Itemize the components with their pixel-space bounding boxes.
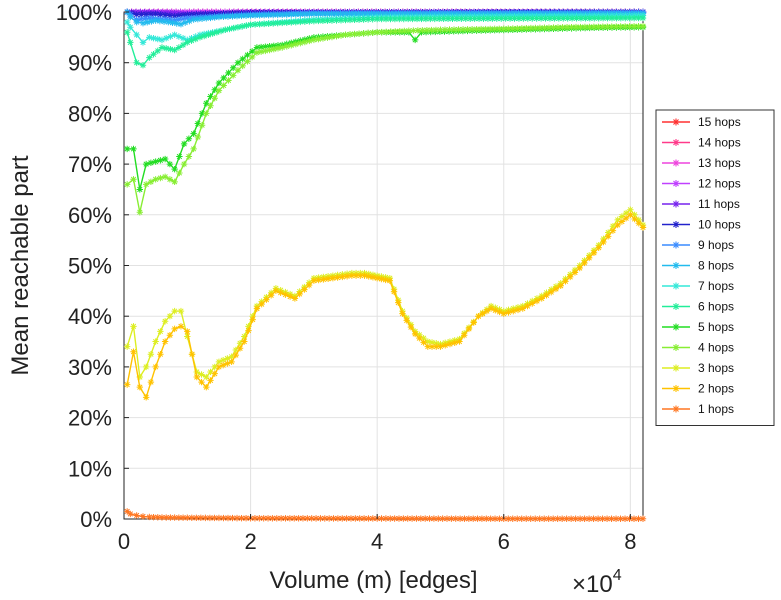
legend-item: 6 hops	[662, 300, 734, 314]
legend-label: 5 hops	[698, 320, 734, 334]
legend-item: 10 hops	[662, 218, 741, 232]
legend-label: 9 hops	[698, 238, 734, 252]
legend-label: 4 hops	[698, 341, 734, 355]
legend-label: 1 hops	[698, 402, 734, 416]
legend-item: 7 hops	[662, 279, 734, 293]
legend-item: 8 hops	[662, 259, 734, 273]
legend-label: 12 hops	[698, 177, 741, 191]
legend-item: 4 hops	[662, 341, 734, 355]
legend-label: 7 hops	[698, 279, 734, 293]
y-tick-label: 10%	[68, 456, 112, 481]
legend-label: 11 hops	[698, 197, 740, 211]
legend-label: 2 hops	[698, 382, 734, 396]
legend-item: 9 hops	[662, 238, 734, 252]
legend-item: 15 hops	[662, 115, 741, 129]
series-1-hops	[123, 508, 647, 522]
legend-marker	[672, 221, 680, 228]
axes: 0% 10% 20% 30% 40% 50% 60% 70% 80% 90% 100% 0 2 4 6 8	[56, 0, 637, 554]
legend-label: 10 hops	[698, 218, 741, 232]
y-tick-label: 70%	[68, 152, 112, 177]
legend-marker	[672, 323, 680, 331]
series-4-hops	[123, 22, 647, 216]
legend-label: 3 hops	[698, 361, 734, 375]
legend-item: 14 hops	[662, 136, 741, 150]
x-tick-label: 8	[624, 529, 636, 554]
legend-item: 1 hops	[662, 402, 734, 416]
x-tick-label: 0	[118, 529, 130, 554]
series-2-hops	[123, 211, 647, 401]
legend-item: 5 hops	[662, 320, 734, 334]
legend-marker	[672, 385, 680, 392]
x-tick-label: 6	[498, 529, 510, 554]
legend-marker	[672, 200, 680, 208]
y-axis-title: Mean reachable part	[7, 155, 34, 375]
y-tick-label: 30%	[68, 355, 112, 380]
series-line-4-hops	[126, 25, 644, 213]
legend-label: 13 hops	[698, 156, 741, 170]
x-tick-label: 2	[244, 529, 256, 554]
series-markers-3-hops	[123, 206, 647, 381]
legend-item: 3 hops	[662, 361, 734, 375]
legend-item: 12 hops	[662, 177, 741, 191]
legend-marker	[672, 262, 680, 269]
grid	[123, 11, 643, 520]
series-markers-5-hops	[123, 24, 647, 193]
legend-label: 15 hops	[698, 115, 741, 129]
legend-marker	[672, 364, 680, 372]
legend-marker	[672, 118, 680, 126]
legend-label: 8 hops	[698, 259, 734, 273]
legend-item: 13 hops	[662, 156, 741, 170]
series-line-5-hops	[127, 26, 644, 190]
series-markers-4-hops	[123, 22, 647, 216]
x-tick-label: 4	[371, 529, 383, 554]
x-axis-multiplier-base: ×10	[572, 571, 613, 598]
series-6-hops	[123, 14, 647, 69]
y-tick-label: 100%	[56, 0, 112, 25]
y-tick-label: 20%	[68, 406, 112, 431]
y-tick-label: 0%	[80, 507, 112, 532]
series-markers-2-hops	[123, 211, 647, 401]
series-3-hops	[123, 206, 647, 381]
legend-marker	[672, 139, 680, 146]
legend-item: 11 hops	[662, 197, 740, 211]
y-tick-label: 50%	[68, 254, 112, 279]
legend-label: 6 hops	[698, 300, 734, 314]
legend-item: 2 hops	[662, 382, 734, 396]
legend-marker	[672, 241, 680, 249]
legend-label: 14 hops	[698, 136, 741, 150]
series-5-hops	[123, 24, 647, 193]
y-tick-label: 40%	[68, 304, 112, 329]
x-axis-multiplier: ×104	[572, 567, 622, 598]
legend-marker	[672, 344, 680, 351]
legend-marker	[672, 180, 680, 187]
legend-marker	[672, 159, 680, 167]
legend: 15 hops 14 hops 13 hops 12 hops 11 hops 10 ho…	[655, 109, 775, 426]
series-line-2-hops	[126, 213, 644, 399]
legend-marker	[672, 282, 680, 290]
series-layer	[123, 8, 647, 522]
y-tick-label: 80%	[68, 101, 112, 126]
series-line-3-hops	[126, 208, 644, 380]
series-markers-6-hops	[123, 14, 647, 69]
y-tick-label: 90%	[68, 51, 112, 76]
legend-marker	[672, 405, 680, 413]
y-tick-label: 60%	[68, 203, 112, 228]
x-axis-title: Volume (m) [edges]	[269, 567, 477, 594]
x-axis-multiplier-exponent: 4	[613, 567, 622, 584]
series-markers-1-hops	[123, 508, 647, 522]
legend-marker	[672, 303, 680, 310]
